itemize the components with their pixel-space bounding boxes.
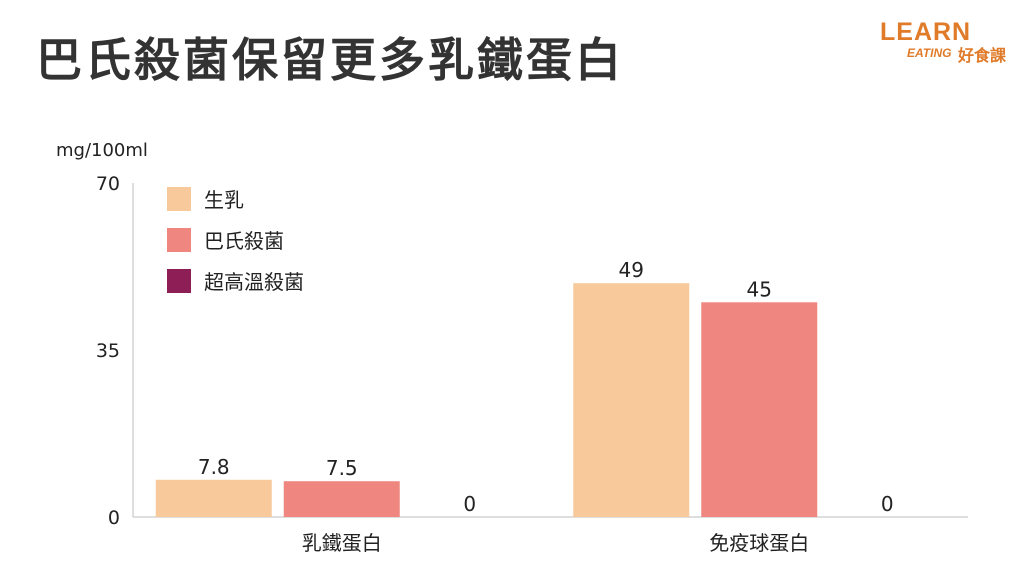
legend-swatch	[167, 228, 191, 252]
legend-label: 超高溫殺菌	[204, 270, 304, 294]
x-tick-label: 乳鐵蛋白	[302, 531, 382, 555]
y-tick-label: 70	[96, 173, 120, 195]
y-tick-label: 0	[108, 507, 120, 529]
x-tick-label: 免疫球蛋白	[709, 531, 809, 555]
bar	[283, 481, 400, 517]
legend-label: 巴氏殺菌	[204, 229, 284, 253]
logo-text-learn: LEARN	[880, 18, 972, 46]
bar	[701, 302, 818, 517]
bar	[573, 283, 690, 517]
data-label: 7.5	[326, 456, 358, 480]
legend-label: 生乳	[204, 188, 244, 212]
legend-swatch	[167, 269, 191, 293]
data-label: 49	[619, 258, 644, 282]
data-label: 45	[747, 277, 772, 301]
y-axis-unit-label: mg/100ml	[56, 140, 148, 161]
brand-logo: LEARN EATING 好食課	[880, 18, 1010, 68]
bar	[155, 479, 272, 517]
data-label: 7.8	[198, 455, 230, 479]
logo-text-chinese: 好食課	[958, 46, 1007, 65]
y-tick-label: 35	[96, 340, 120, 362]
page-title: 巴氏殺菌保留更多乳鐵蛋白	[36, 33, 624, 87]
data-label: 0	[881, 492, 894, 516]
legend-swatch	[167, 187, 191, 211]
data-label: 0	[463, 492, 476, 516]
logo-text-eating: EATING	[907, 46, 952, 60]
